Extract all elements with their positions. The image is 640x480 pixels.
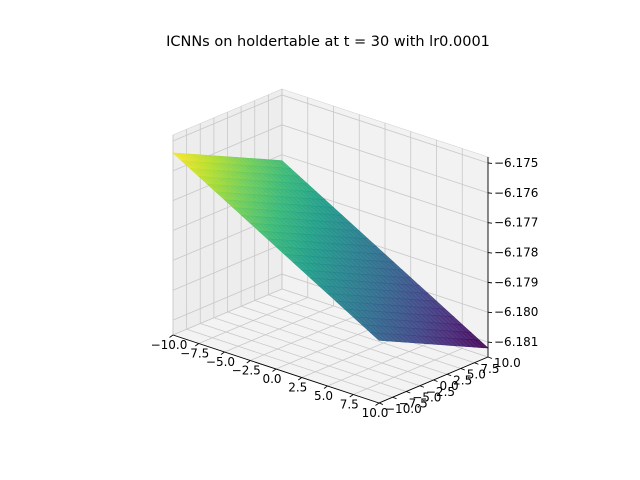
x-tick-label: −10.0: [151, 338, 188, 352]
z-tick: [487, 311, 493, 314]
surface-facet: [369, 332, 385, 342]
x-tick: [272, 368, 277, 372]
y-tick: [474, 362, 479, 365]
chart-title: ICNNs on holdertable at t = 30 with lr0.…: [166, 34, 490, 50]
z-tick: [487, 222, 493, 224]
x-tick: [349, 394, 354, 398]
z-tick-label: −6.180: [494, 305, 538, 319]
x-tick: [297, 377, 303, 381]
y-tick: [378, 402, 384, 405]
y-tick-label: −5.0: [412, 391, 441, 405]
z-tick-label: −6.175: [494, 156, 538, 170]
x-tick: [375, 402, 380, 406]
y-tick: [460, 368, 465, 371]
tick-marks: [169, 162, 493, 406]
z-tick-label: −6.179: [494, 275, 538, 289]
y-tick: [446, 373, 452, 377]
z-tick: [487, 252, 493, 254]
y-tick: [487, 356, 493, 359]
x-tick: [323, 385, 328, 389]
y-tick: [406, 391, 411, 394]
y-tick-label: 0.0: [440, 379, 459, 393]
x-tick: [220, 351, 225, 355]
tick-labels: −10.0−7.5−5.0−2.50.02.55.07.510.0−10.0−7…: [151, 156, 539, 420]
z-tick: [487, 162, 493, 164]
x-tick-label: 5.0: [314, 389, 333, 403]
grid-line-y: [186, 129, 393, 398]
x-tick-label: 7.5: [340, 398, 359, 412]
y-tick-label: 7.5: [480, 362, 499, 376]
x-tick-label: −7.5: [180, 347, 209, 361]
y-tick: [392, 396, 397, 400]
y-tick-label: −10.0: [385, 402, 422, 416]
surface-plot: [172, 152, 489, 349]
y-tick-label: 2.5: [453, 373, 472, 387]
z-tick-label: −6.176: [494, 186, 538, 200]
z-tick-label: −6.178: [494, 246, 538, 260]
y-tick: [433, 379, 438, 382]
z-tick-label: −6.181: [494, 335, 538, 349]
z-tick-label: −6.177: [494, 216, 538, 230]
y-tick-label: 10.0: [494, 356, 521, 370]
x-tick-label: 0.0: [262, 372, 281, 386]
x-tick-label: −5.0: [206, 355, 235, 369]
z-tick: [487, 341, 493, 344]
x-tick-label: −2.5: [232, 364, 261, 378]
x-tick: [246, 360, 251, 364]
x-tick-label: 2.5: [288, 381, 307, 395]
grid-line-y: [199, 123, 407, 392]
y-tick-label: −7.5: [399, 396, 428, 410]
grid-line-z: [172, 94, 489, 164]
y-tick: [419, 385, 425, 388]
z-tick: [487, 192, 493, 194]
y-tick-label: 5.0: [467, 368, 486, 382]
z-tick: [487, 281, 493, 284]
x-tick: [194, 343, 200, 347]
x-tick-label: 10.0: [362, 406, 389, 420]
x-tick: [169, 334, 174, 338]
y-tick-label: −2.5: [426, 385, 455, 399]
